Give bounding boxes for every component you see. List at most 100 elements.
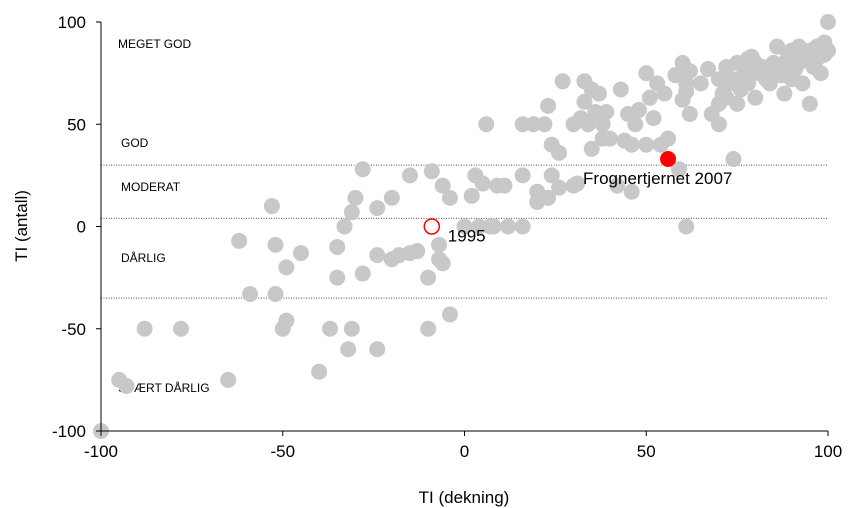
data-point	[536, 116, 553, 133]
data-point	[136, 320, 153, 337]
data-point	[441, 306, 458, 323]
y-tick-label: 100	[58, 13, 86, 32]
data-point	[551, 179, 568, 196]
zone-labels: MEGET GOD GOD MODERAT DÅRLIG SVÆRT DÅRLIG	[118, 37, 210, 395]
data-point	[801, 95, 818, 112]
data-point	[514, 218, 531, 235]
zone-label: MEGET GOD	[118, 37, 191, 51]
tick-labels: -100 -50 0 50 100 100 50 0 -50 -100	[52, 13, 842, 461]
data-point	[638, 136, 655, 153]
data-point	[409, 243, 426, 260]
data-point	[612, 81, 629, 98]
data-point	[623, 136, 640, 153]
data-point	[692, 75, 709, 92]
threshold-lines	[101, 164, 828, 299]
zone-label: DÅRLIG	[121, 250, 166, 265]
data-point	[369, 341, 386, 358]
data-point	[576, 93, 593, 110]
data-point	[343, 204, 360, 221]
data-point	[590, 85, 607, 102]
data-point	[543, 167, 560, 184]
data-point	[729, 95, 746, 112]
data-point	[678, 218, 695, 235]
highlight-point-open	[423, 218, 441, 235]
data-point	[463, 187, 480, 204]
data-point	[340, 341, 357, 358]
x-tick-label: 100	[814, 442, 842, 461]
data-point	[740, 75, 757, 92]
data-point	[594, 116, 611, 133]
annotations: Frognertjernet 2007 1995	[423, 151, 732, 246]
data-point	[431, 236, 448, 253]
data-point	[441, 189, 458, 206]
data-point	[540, 189, 557, 206]
data-point	[820, 42, 836, 59]
data-point	[638, 65, 655, 82]
data-point	[329, 269, 346, 286]
highlight-label: Frognertjernet 2007	[583, 169, 732, 188]
y-tick-label: 50	[67, 115, 86, 134]
data-point	[292, 245, 309, 262]
data-point	[645, 110, 662, 127]
data-point	[434, 177, 451, 194]
data-point	[747, 89, 764, 106]
zone-label: GOD	[121, 136, 149, 150]
data-point	[231, 232, 248, 249]
data-point	[172, 320, 189, 337]
data-point	[660, 130, 677, 147]
data-point	[656, 85, 673, 102]
data-point	[423, 163, 440, 180]
data-point	[583, 140, 600, 157]
data-point	[670, 161, 687, 178]
x-tick-label: -50	[270, 442, 295, 461]
y-axis-title: TI (antall)	[12, 190, 31, 262]
data-point	[369, 247, 386, 264]
data-point	[434, 255, 451, 272]
data-point	[627, 116, 644, 133]
data-point	[311, 363, 328, 380]
data-point	[263, 198, 280, 215]
data-point	[278, 312, 295, 329]
data-point	[496, 177, 513, 194]
data-point	[569, 175, 586, 192]
data-point	[267, 236, 284, 253]
y-tick-label: -100	[52, 422, 86, 441]
data-point	[485, 218, 502, 235]
data-point	[500, 218, 517, 235]
data-point	[118, 378, 135, 395]
highlight-point	[660, 151, 677, 168]
highlight-label: 1995	[448, 227, 486, 246]
data-point	[514, 167, 531, 184]
data-point	[681, 106, 698, 123]
x-tick-label: -100	[84, 442, 118, 461]
data-point	[267, 285, 284, 302]
data-point	[725, 151, 742, 168]
data-point	[354, 265, 371, 282]
data-point	[420, 269, 437, 286]
zone-label: MODERAT	[121, 180, 181, 194]
data-point	[401, 167, 418, 184]
data-point	[681, 63, 698, 80]
data-point	[347, 189, 364, 206]
data-point	[329, 238, 346, 255]
data-point	[601, 130, 618, 147]
data-point	[369, 200, 386, 217]
data-point	[343, 320, 360, 337]
data-point	[820, 14, 836, 30]
data-point	[598, 103, 615, 120]
data-points	[93, 14, 836, 439]
data-point	[242, 285, 259, 302]
y-tick-label: 0	[77, 218, 86, 237]
data-point	[678, 83, 695, 100]
data-point	[710, 116, 727, 133]
data-point	[336, 218, 353, 235]
data-point	[540, 97, 557, 114]
data-point	[580, 116, 597, 133]
data-point	[383, 189, 400, 206]
y-tick-label: -50	[61, 320, 86, 339]
data-point	[630, 101, 647, 118]
data-point	[700, 61, 717, 78]
data-point	[551, 144, 568, 161]
data-point	[554, 73, 571, 90]
